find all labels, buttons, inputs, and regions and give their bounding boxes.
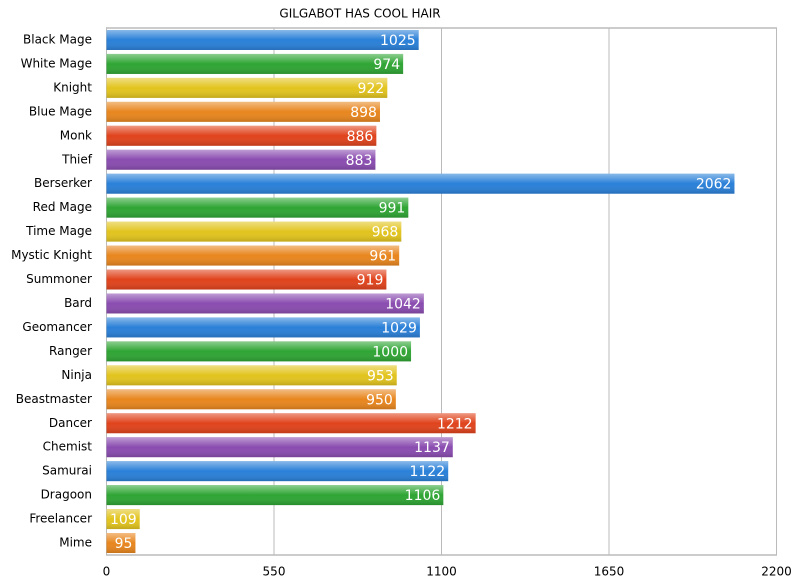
y-tick-label: Beastmaster <box>16 392 92 406</box>
value-label: 1025 <box>380 33 416 49</box>
bar-shine <box>107 485 444 505</box>
bar-shine <box>107 174 735 194</box>
bar-shine <box>107 461 449 481</box>
x-tick-label: 1100 <box>426 565 457 578</box>
value-label: 1137 <box>414 440 450 456</box>
value-label: 953 <box>367 368 394 384</box>
y-tick-label: Mime <box>59 536 92 550</box>
chart-title: GILGABOT HAS COOL HAIR <box>279 7 440 21</box>
bar-shine <box>107 389 396 409</box>
bar-shine <box>107 150 376 170</box>
value-label: 922 <box>358 81 385 97</box>
chart: GILGABOT HAS COOL HAIR 0 550 1100 1650 2200 B… <box>0 0 794 578</box>
value-label: 1106 <box>405 488 441 504</box>
x-tick-label: 0 <box>103 565 111 578</box>
value-label: 950 <box>366 392 393 408</box>
y-tick-label: Chemist <box>43 440 93 454</box>
bar-shine <box>107 246 400 266</box>
bar-shine <box>107 365 397 385</box>
value-label: 919 <box>357 273 384 289</box>
value-label: 898 <box>350 105 377 121</box>
y-tick-label: Samurai <box>42 464 92 478</box>
y-tick-label: Ninja <box>61 368 92 382</box>
y-tick-label: Time Mage <box>25 224 92 238</box>
value-label: 968 <box>372 225 399 241</box>
value-label: 1042 <box>385 296 421 312</box>
x-tick-label: 550 <box>263 565 286 578</box>
bar-shine <box>107 198 409 218</box>
value-label: 1000 <box>372 344 408 360</box>
value-label: 109 <box>110 512 137 528</box>
bar-shine <box>107 317 420 337</box>
value-label: 961 <box>369 249 396 265</box>
bar-shine <box>107 270 387 290</box>
y-tick-label: Thief <box>61 152 93 166</box>
y-tick-label: Ranger <box>49 344 92 358</box>
y-tick-label: Bard <box>64 296 92 310</box>
bar-shine <box>107 293 424 313</box>
value-label: 886 <box>347 129 374 145</box>
y-tick-label: Blue Mage <box>29 104 92 118</box>
y-tick-label: Mystic Knight <box>11 248 92 262</box>
value-label: 991 <box>379 201 406 217</box>
bar-shine <box>107 222 402 242</box>
value-label: 1212 <box>437 416 473 432</box>
x-tick-label: 1650 <box>594 565 625 578</box>
x-tick-label: 2200 <box>761 565 792 578</box>
y-tick-label: Berserker <box>34 176 92 190</box>
bar-shine <box>107 78 388 98</box>
bar-shine <box>107 413 476 433</box>
y-tick-label: Freelancer <box>29 512 92 526</box>
y-tick-label: Knight <box>53 80 92 94</box>
bar-shine <box>107 102 380 122</box>
value-label: 2062 <box>696 177 732 193</box>
y-tick-label: Dancer <box>49 416 92 430</box>
y-tick-label: Dragoon <box>41 488 92 502</box>
y-tick-label: Summoner <box>26 272 92 286</box>
value-label: 883 <box>346 153 373 169</box>
y-tick-label: Geomancer <box>22 320 92 334</box>
y-tick-label: Black Mage <box>23 32 92 46</box>
value-label: 1029 <box>381 320 417 336</box>
bar-shine <box>107 54 404 74</box>
y-tick-label: Red Mage <box>33 200 92 214</box>
value-label: 95 <box>115 536 133 552</box>
bar-shine <box>107 437 453 457</box>
bar-shine <box>107 126 377 146</box>
y-tick-label: White Mage <box>21 56 92 70</box>
value-label: 1122 <box>410 464 446 480</box>
bar-shine <box>107 30 419 50</box>
bar-shine <box>107 341 412 361</box>
y-tick-label: Monk <box>60 128 92 142</box>
value-label: 974 <box>373 57 400 73</box>
